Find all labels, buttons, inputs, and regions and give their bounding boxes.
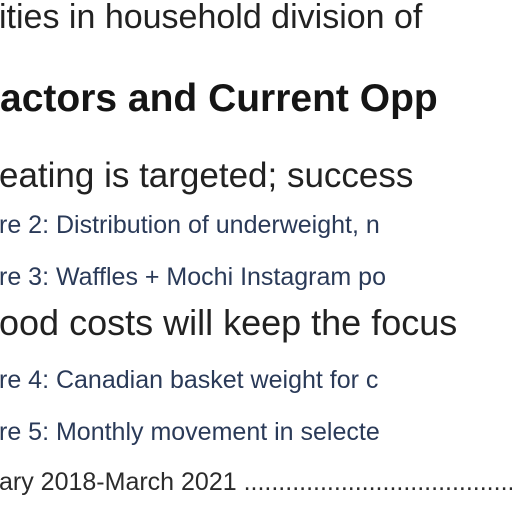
body-text-line: eating is targeted; success <box>0 156 414 195</box>
table-of-figures-entry[interactable]: re 2: Distribution of underweight, n <box>0 211 380 239</box>
table-of-figures-entry[interactable]: re 4: Canadian basket weight for c <box>0 366 379 394</box>
table-of-figures-entry[interactable]: re 5: Monthly movement in selecte <box>0 418 380 446</box>
body-text-line: ities in household division of <box>0 0 423 36</box>
table-of-figures-entry[interactable]: re 3: Waffles + Mochi Instagram po <box>0 263 386 291</box>
body-text-line: ood costs will keep the focus <box>0 302 458 343</box>
section-heading: actors and Current Opp <box>0 77 438 120</box>
table-of-figures-entry-continuation[interactable]: ary 2018-March 2021 ....................… <box>0 468 512 496</box>
